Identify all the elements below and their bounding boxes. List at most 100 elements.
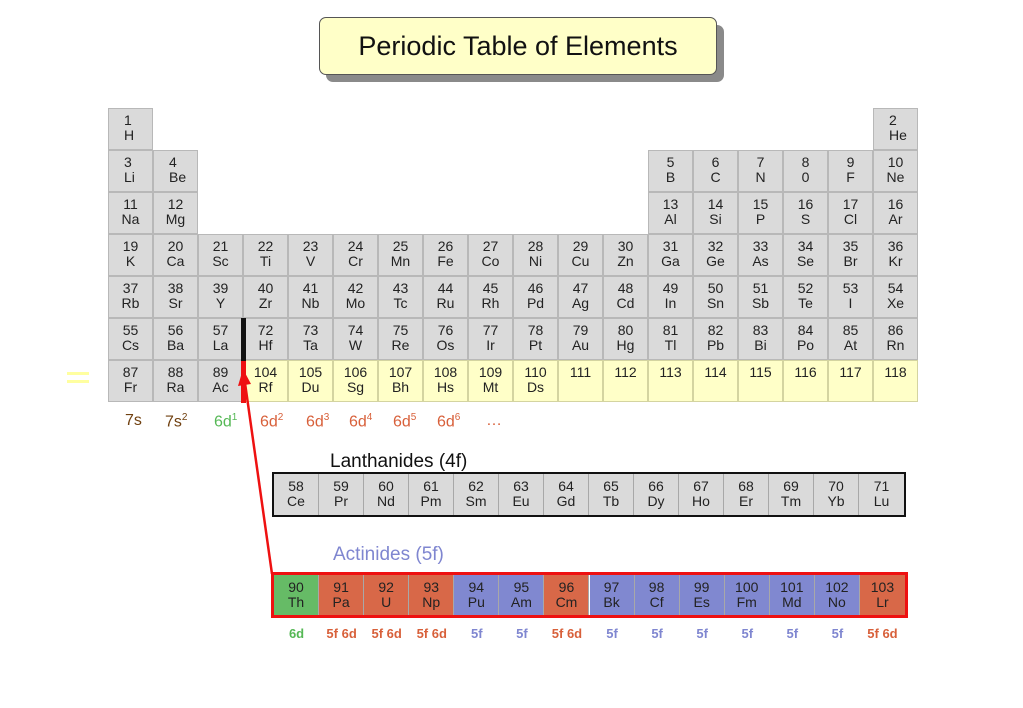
element-cell: 113	[648, 360, 693, 402]
element-cell: 10 Ne	[873, 150, 918, 192]
config-superscript: 2	[181, 412, 188, 423]
element-cell: 81 Tl	[648, 318, 693, 360]
element-symbol: Fm	[736, 594, 757, 610]
element-cell: 2 He	[873, 108, 918, 150]
element-symbol: Zn	[617, 253, 634, 269]
element-cell: 37 Rb	[108, 276, 153, 318]
config-label: 6d1	[214, 412, 237, 431]
atomic-number: 36	[887, 238, 904, 254]
config-superscript: 4	[366, 412, 373, 423]
orbital-label: 5f	[786, 626, 799, 641]
atomic-number: 41	[302, 280, 319, 296]
element-symbol: Re	[391, 337, 410, 353]
atomic-number: 74	[347, 322, 364, 338]
actinides-row: 90 Th 91 Pa 92 U 93 Np 94 Pu 95 Am 96 Cm 97 Bk 98 Cf 99 Es 1…	[271, 572, 908, 618]
arrow-line	[243, 382, 274, 575]
element-cell: 107 Bh	[378, 360, 423, 402]
atomic-number: 23	[302, 238, 319, 254]
f-element-cell: 93 Np	[409, 575, 455, 615]
element-symbol: At	[843, 337, 858, 353]
element-cell: 114	[693, 360, 738, 402]
atomic-number: 43	[392, 280, 409, 296]
element-cell: 3 Li	[108, 150, 153, 192]
element-cell: 73 Ta	[288, 318, 333, 360]
element-symbol: Au	[571, 337, 590, 353]
atomic-number: 16	[887, 196, 904, 212]
element-symbol: Ra	[166, 379, 185, 395]
element-symbol: F	[846, 169, 855, 185]
f-element-cell: 102 No	[814, 575, 860, 615]
atomic-number: 61	[423, 478, 439, 494]
element-cell: 106 Sg	[333, 360, 378, 402]
config-base: 6d	[260, 413, 278, 431]
atomic-number: 49	[662, 280, 679, 296]
element-symbol: Al	[664, 211, 677, 227]
element-cell: 52 Te	[783, 276, 828, 318]
atomic-number: 2	[889, 112, 897, 128]
element-symbol: Mn	[390, 253, 411, 269]
lanthanides-row: 58 Ce 59 Pr 60 Nd 61 Pm 62 Sm 63 Eu 64 Gd 65 Tb 66 Dy 67 Ho…	[272, 472, 906, 517]
atomic-number: 76	[437, 322, 454, 338]
f-element-cell: 69 Tm	[769, 474, 814, 515]
orbital-label: 5f	[471, 626, 483, 641]
element-symbol: Mo	[345, 295, 366, 311]
element-symbol: H	[124, 127, 135, 143]
element-symbol: Cu	[571, 253, 590, 269]
atomic-number: 91	[333, 579, 349, 595]
element-cell: 108 Hs	[423, 360, 468, 402]
element-symbol: Nb	[301, 295, 320, 311]
atomic-number: 106	[343, 364, 368, 380]
element-cell: 85 At	[828, 318, 873, 360]
element-symbol: Yb	[827, 493, 845, 509]
element-cell: 42 Mo	[333, 276, 378, 318]
element-cell: 14 Si	[693, 192, 738, 234]
element-symbol: Si	[709, 211, 722, 227]
element-symbol: Sn	[706, 295, 725, 311]
atomic-number: 13	[662, 196, 679, 212]
atomic-number: 58	[288, 478, 304, 494]
element-symbol: Sr	[168, 295, 183, 311]
element-symbol: Ac	[212, 379, 229, 395]
element-symbol: Y	[215, 295, 226, 311]
element-cell: 44 Ru	[423, 276, 468, 318]
f-element-cell: 62 Sm	[454, 474, 499, 515]
orbital-label: 5f	[516, 626, 528, 641]
element-symbol: Pt	[528, 337, 543, 353]
atomic-number: 95	[513, 579, 530, 595]
config-base: 6d	[393, 413, 411, 431]
atomic-number: 44	[437, 280, 454, 296]
element-cell: 31 Ga	[648, 234, 693, 276]
config-superscript: 2	[277, 412, 284, 423]
atomic-number: 81	[662, 322, 679, 338]
atomic-number: 75	[392, 322, 409, 338]
atomic-number: 78	[527, 322, 544, 338]
element-cell: 40 Zr	[243, 276, 288, 318]
atomic-number: 28	[527, 238, 544, 254]
element-symbol: Cf	[649, 594, 664, 610]
atomic-number: 80	[617, 322, 634, 338]
element-symbol: Fr	[123, 379, 138, 395]
element-cell: 76 Os	[423, 318, 468, 360]
orbital-label: 5f 6d	[326, 626, 357, 641]
element-symbol: Hf	[258, 337, 273, 353]
element-symbol: Be	[169, 169, 187, 185]
lanthanides-label: Lanthanides (4f)	[330, 451, 468, 472]
element-cell: 57 La	[198, 318, 243, 360]
config-base: 6d	[349, 413, 367, 431]
orbital-label: 5f	[651, 626, 663, 641]
element-cell: 86 Rn	[873, 318, 918, 360]
element-symbol: Ne	[886, 169, 905, 185]
element-symbol: Li	[124, 169, 135, 185]
orbital-label: 5f	[831, 626, 844, 641]
atomic-number: 48	[617, 280, 634, 296]
atomic-number: 96	[558, 579, 575, 595]
atomic-number: 12	[167, 196, 184, 212]
atomic-number: 4	[169, 154, 177, 170]
atomic-number: 54	[887, 280, 904, 296]
atomic-number: 77	[482, 322, 499, 338]
atomic-number: 103	[870, 579, 895, 595]
element-cell: 82 Pb	[693, 318, 738, 360]
